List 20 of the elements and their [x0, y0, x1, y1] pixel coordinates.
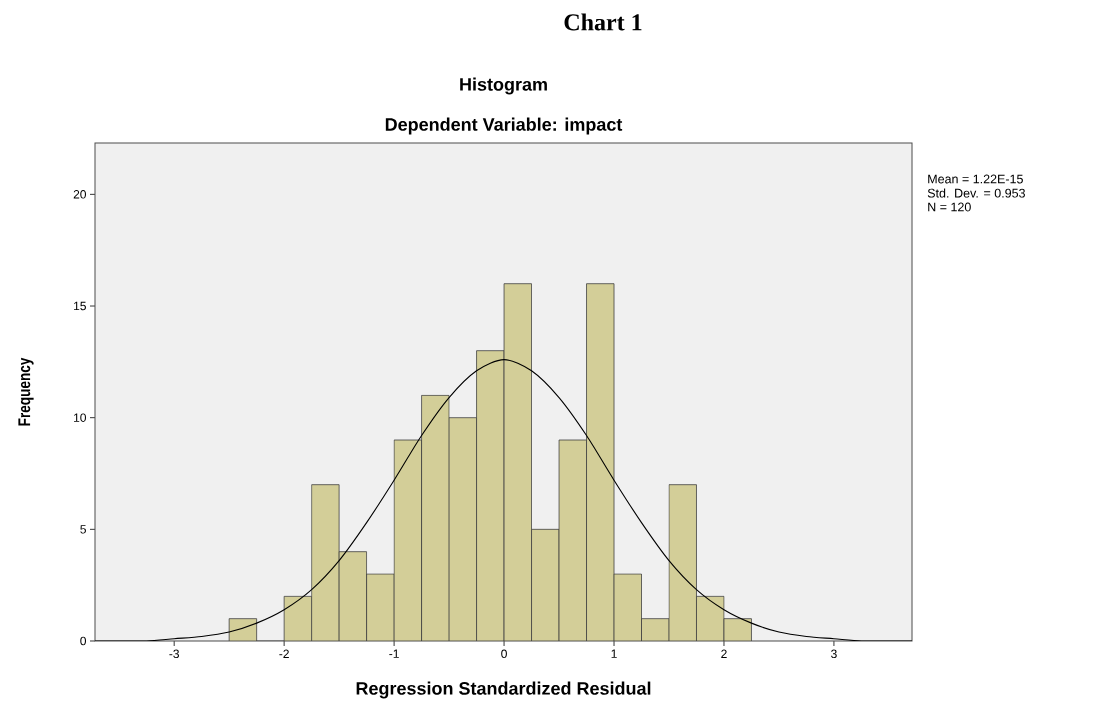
y-tick-label: 0	[80, 636, 87, 646]
x-tick-label: 0	[501, 649, 507, 659]
text: Mean = 1.22E-15	[928, 174, 1023, 184]
text: N = 120	[928, 202, 971, 212]
caption: Chart 1	[564, 13, 642, 31]
x-tick-label: -2	[279, 649, 289, 658]
y-tick-label: 15	[74, 301, 86, 311]
y-tick-label: 20	[73, 190, 87, 199]
x-tick-label: 2	[721, 649, 727, 658]
x-tick-label: 3	[831, 649, 837, 659]
y-axis-title: Frequency	[18, 357, 34, 426]
x-tick-label: -1	[389, 649, 399, 658]
y-tick-label: 5	[80, 525, 86, 534]
x-tick-label: -3	[169, 649, 179, 659]
x-tick-label: 1	[611, 649, 617, 658]
chart-title: Histogram	[460, 77, 547, 95]
chart-subtitle: Dependent Variable: impact	[385, 117, 623, 135]
text: Std. Dev. = 0.953	[927, 188, 1025, 198]
y-tick-label: 10	[74, 413, 87, 422]
x-axis-title: Regression Standardized Residual	[356, 681, 651, 699]
